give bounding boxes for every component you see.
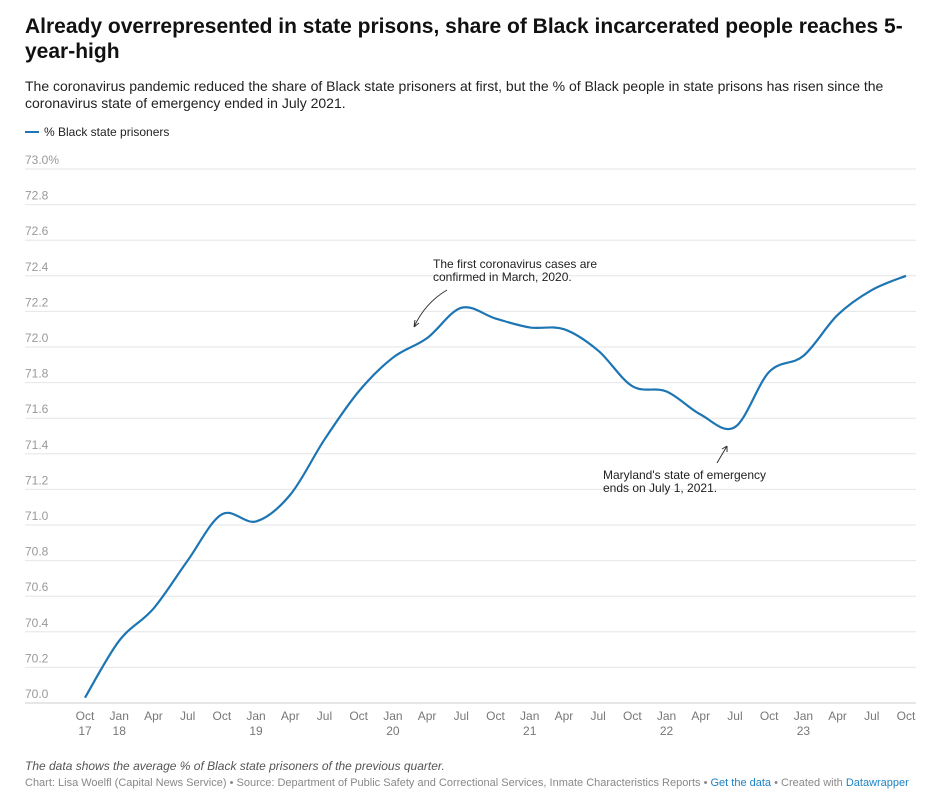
footnote: The data shows the average % of Black st…	[25, 759, 445, 773]
x-tick-label: Apr	[691, 709, 710, 723]
annotation-arrow	[716, 445, 728, 464]
datawrapper-link[interactable]: Datawrapper	[845, 777, 909, 789]
x-tick-label: Jul	[180, 709, 195, 723]
x-tick-label: Oct	[897, 709, 916, 723]
x-tick-label: Apr	[144, 709, 163, 723]
x-tick-year: 23	[797, 724, 811, 738]
y-tick-label: 73.0%	[25, 153, 59, 167]
x-tick-label: Apr	[828, 709, 847, 723]
x-tick-label: Jan	[657, 709, 676, 723]
x-tick-label: Oct	[623, 709, 642, 723]
x-tick-label: Jul	[727, 709, 742, 723]
annotation-arrow	[413, 289, 448, 328]
x-tick-label: Oct	[212, 709, 231, 723]
legend-label: % Black state prisoners	[44, 125, 170, 139]
created-text: • Created with	[771, 777, 846, 789]
x-tick-label: Oct	[486, 709, 505, 723]
x-tick-label: Jul	[590, 709, 605, 723]
y-tick-label: 71.4	[25, 438, 49, 452]
x-tick-label: Apr	[418, 709, 437, 723]
y-tick-label: 71.0	[25, 509, 49, 523]
x-tick-label: Jan	[246, 709, 265, 723]
y-tick-label: 70.8	[25, 545, 49, 559]
x-tick-year: 21	[523, 724, 537, 738]
series-line	[84, 274, 907, 699]
x-tick-label: Jan	[794, 709, 813, 723]
x-tick-label: Oct	[76, 709, 95, 723]
x-tick-year: 18	[113, 724, 127, 738]
chart-title: Already overrepresented in state prisons…	[25, 15, 903, 63]
x-tick-year: 19	[249, 724, 263, 738]
y-tick-label: 71.6	[25, 402, 49, 416]
y-tick-label: 72.2	[25, 295, 49, 309]
x-tick-label: Jul	[317, 709, 332, 723]
y-tick-label: 70.2	[25, 651, 49, 665]
y-tick-label: 71.8	[25, 367, 49, 381]
x-tick-label: Jan	[110, 709, 129, 723]
line-chart: 70.0 70.2 70.4 70.6 70.8 71.0 71.2 71.4 71.6 71.8…	[25, 153, 916, 738]
y-tick-label: 72.4	[25, 260, 49, 274]
y-tick-label: 70.0	[25, 687, 49, 701]
credit-text: Chart: Lisa Woelfl (Capital News Service…	[25, 777, 711, 789]
annotation-covid: The first coronavirus cases are confirme…	[433, 257, 598, 284]
x-tick-label: Jul	[454, 709, 469, 723]
legend: % Black state prisoners	[25, 125, 169, 139]
y-tick-label: 70.6	[25, 580, 49, 594]
y-tick-label: 72.0	[25, 331, 49, 345]
x-tick-year: 22	[660, 724, 674, 738]
x-tick-year: 20	[386, 724, 400, 738]
x-tick-label: Jan	[520, 709, 539, 723]
annotation-emergency-end: Maryland's state of emergency ends on Ju…	[603, 468, 767, 495]
x-tick-label: Jul	[864, 709, 879, 723]
y-tick-label: 72.8	[25, 189, 49, 203]
x-tick-label: Oct	[760, 709, 779, 723]
y-tick-label: 72.6	[25, 224, 49, 238]
credits: Chart: Lisa Woelfl (Capital News Service…	[25, 777, 909, 789]
get-data-link[interactable]: Get the data	[710, 777, 772, 789]
x-tick-label: Oct	[349, 709, 368, 723]
chart-subtitle: The coronavirus pandemic reduced the sha…	[25, 78, 884, 111]
x-tick-label: Apr	[555, 709, 574, 723]
x-tick-label: Jan	[383, 709, 402, 723]
y-tick-label: 70.4	[25, 616, 49, 630]
x-tick-label: Apr	[281, 709, 300, 723]
legend-swatch	[25, 131, 39, 133]
y-tick-label: 71.2	[25, 473, 49, 487]
x-tick-year: 17	[78, 724, 92, 738]
